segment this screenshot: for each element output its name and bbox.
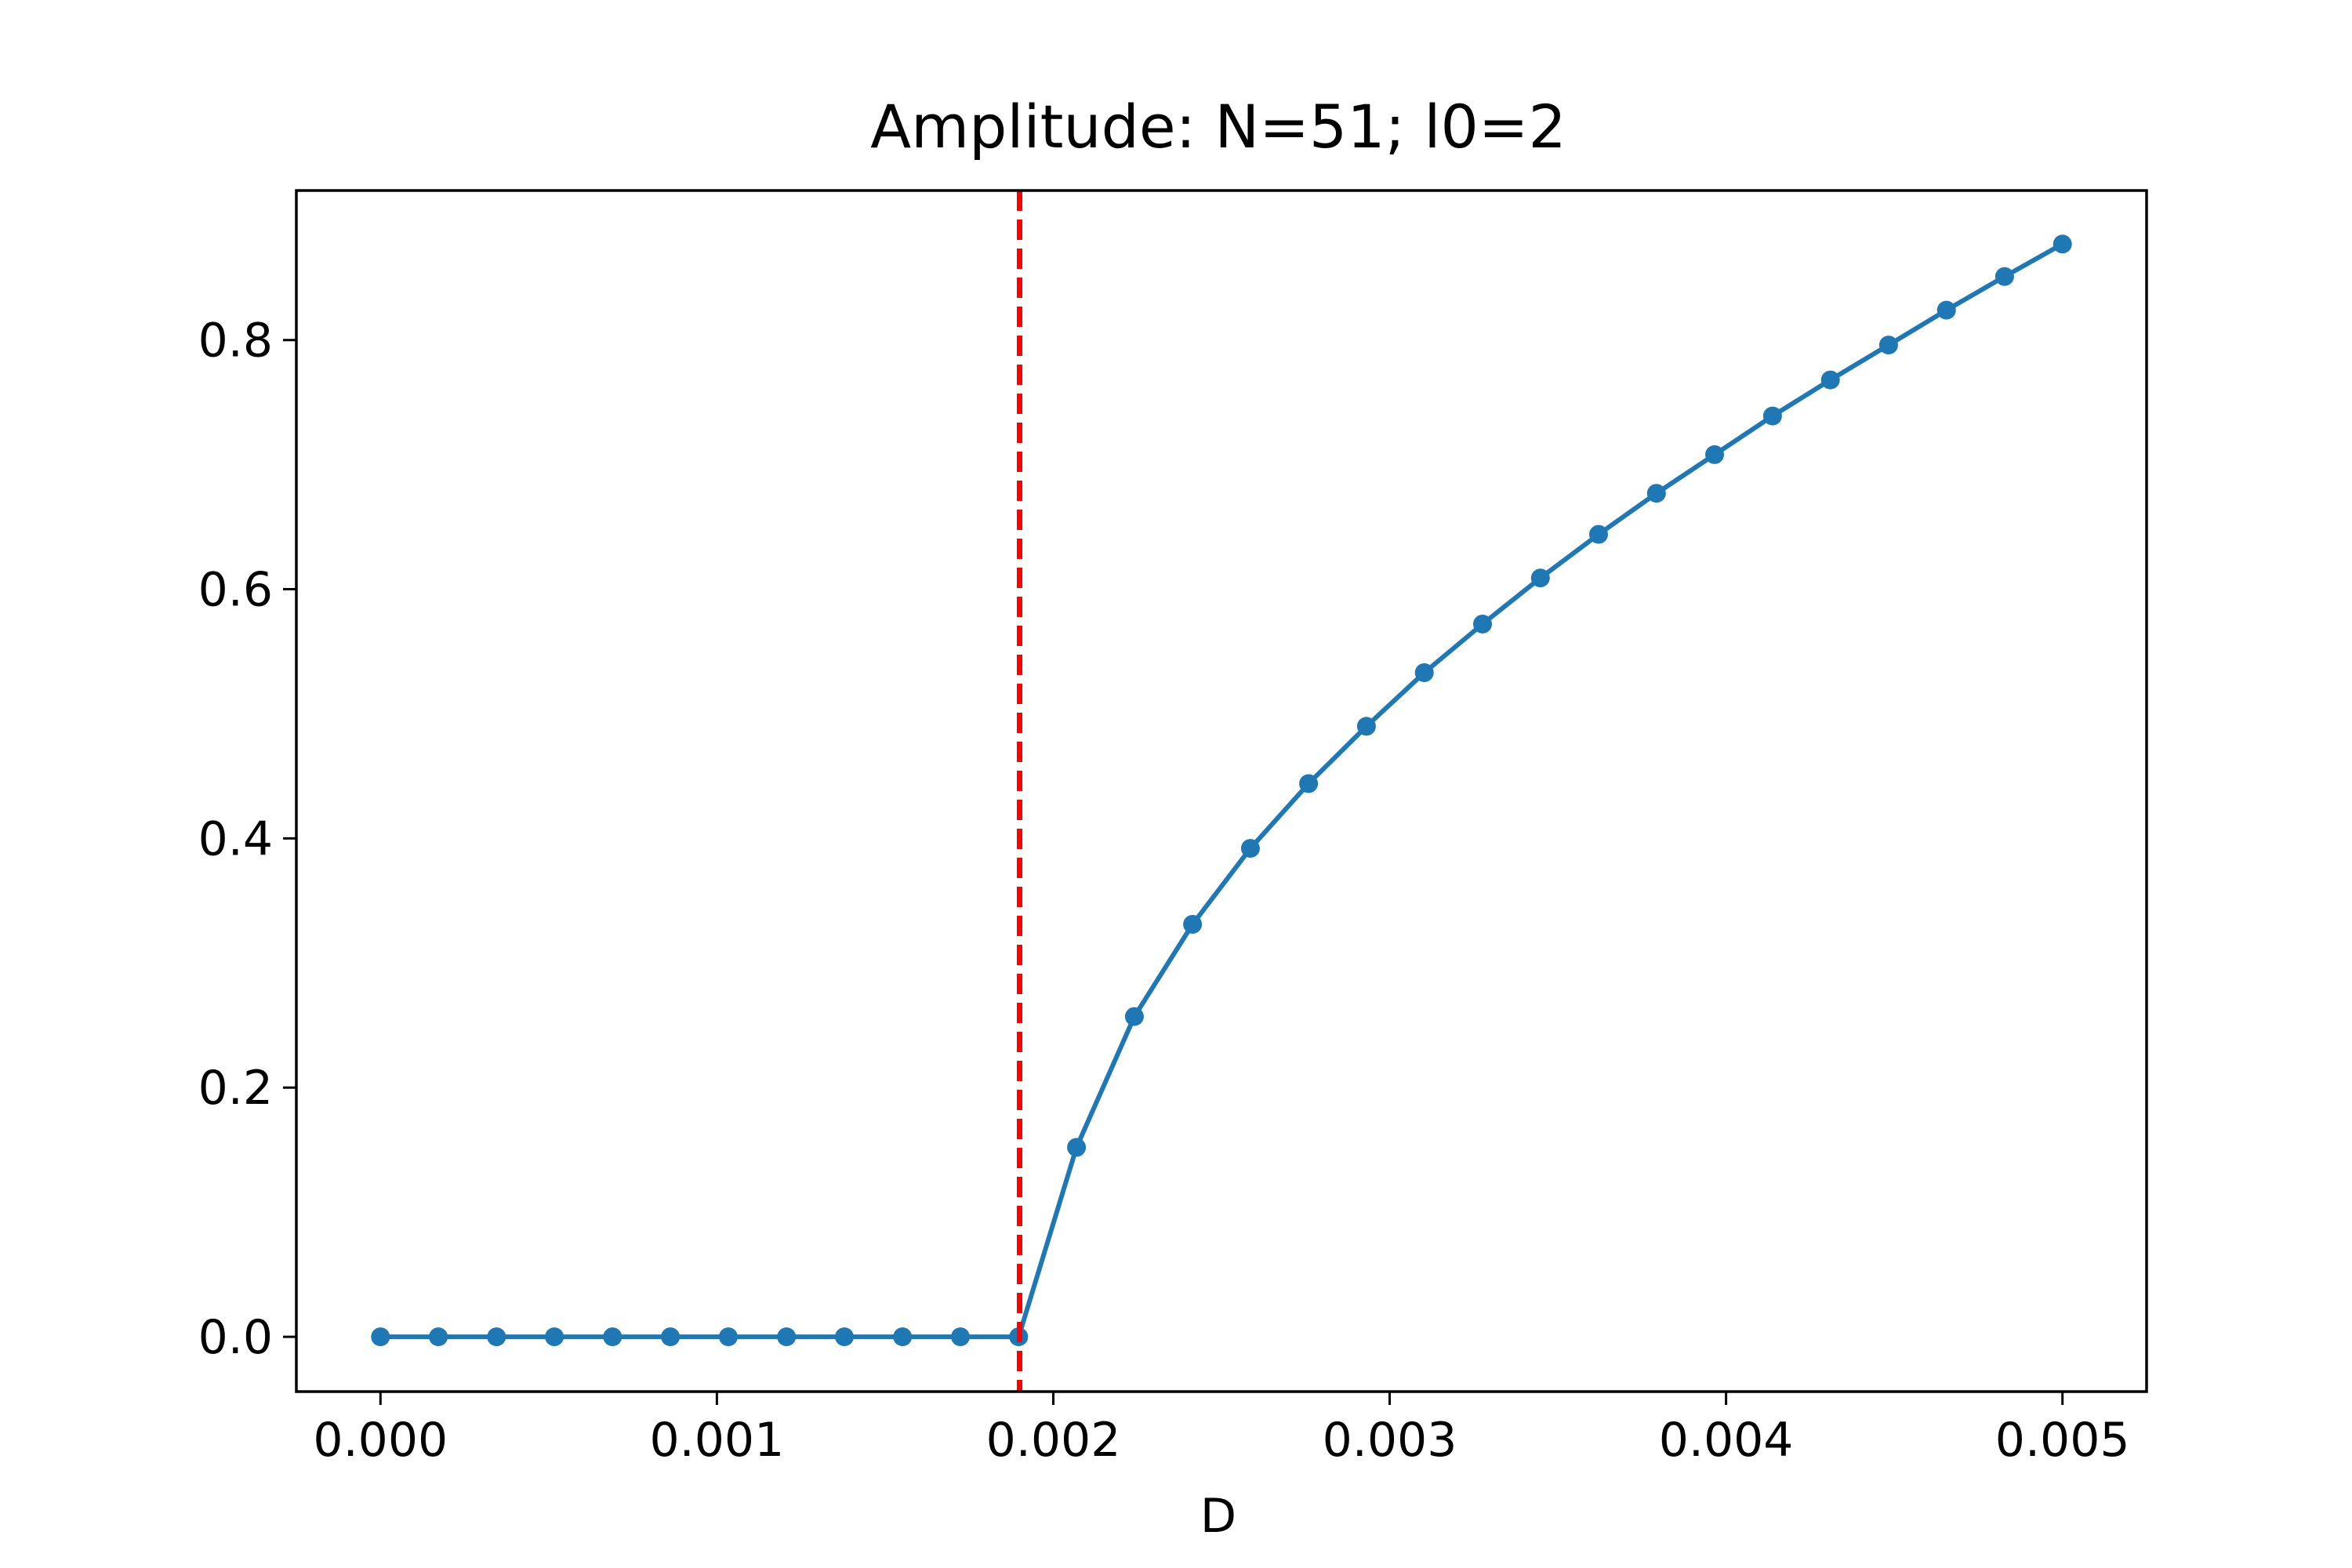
data-point: [835, 1327, 854, 1347]
data-point: [603, 1327, 622, 1347]
data-point: [893, 1327, 913, 1347]
data-point: [1878, 336, 1898, 355]
data-point: [1183, 915, 1203, 934]
data-point: [1067, 1138, 1087, 1157]
y-tick-label: 0.2: [198, 1061, 273, 1116]
x-tick-label: 0.002: [986, 1413, 1121, 1468]
y-tick-label: 0.4: [198, 811, 273, 866]
plot-frame: [295, 189, 2148, 1393]
data-point: [1820, 370, 1840, 390]
chart-title: Amplitude: N=51; l0=2: [870, 92, 1566, 162]
x-axis-label: D: [1200, 1489, 1236, 1544]
data-point: [1762, 406, 1782, 426]
data-point: [1530, 568, 1550, 588]
data-point: [1414, 663, 1434, 682]
y-tick-label: 0.8: [198, 314, 273, 368]
data-point: [371, 1327, 390, 1347]
data-point: [429, 1327, 448, 1347]
plot-layer: 0.000 0.001 0.002 0.003 0.004 0.005 0.0 0.2 0.4 0…: [198, 189, 2148, 1468]
data-point: [1299, 774, 1319, 793]
x-tick-label: 0.003: [1323, 1413, 1457, 1468]
data-point: [951, 1327, 970, 1347]
data-point: [487, 1327, 506, 1347]
data-point: [777, 1327, 797, 1347]
data-point: [1356, 717, 1376, 736]
data-point: [661, 1327, 681, 1347]
data-point: [545, 1327, 564, 1347]
data-point: [1646, 484, 1666, 503]
x-tick-label: 0.005: [1995, 1413, 2130, 1468]
data-point: [1994, 267, 2014, 286]
x-tick-label: 0.004: [1659, 1413, 1794, 1468]
data-point: [1473, 615, 1492, 633]
x-tick-label: 0.000: [313, 1413, 448, 1468]
data-point: [2053, 234, 2072, 254]
y-tick-label: 0.0: [198, 1310, 273, 1365]
data-point: [1124, 1007, 1144, 1026]
x-tick-label: 0.001: [650, 1413, 785, 1468]
series-line: [378, 241, 2065, 1340]
data-point: [1936, 300, 1956, 320]
y-tick-label: 0.6: [198, 563, 273, 618]
data-point: [1240, 839, 1260, 858]
data-point: [1705, 445, 1724, 464]
data-point: [719, 1327, 738, 1347]
data-point: [1589, 524, 1608, 544]
